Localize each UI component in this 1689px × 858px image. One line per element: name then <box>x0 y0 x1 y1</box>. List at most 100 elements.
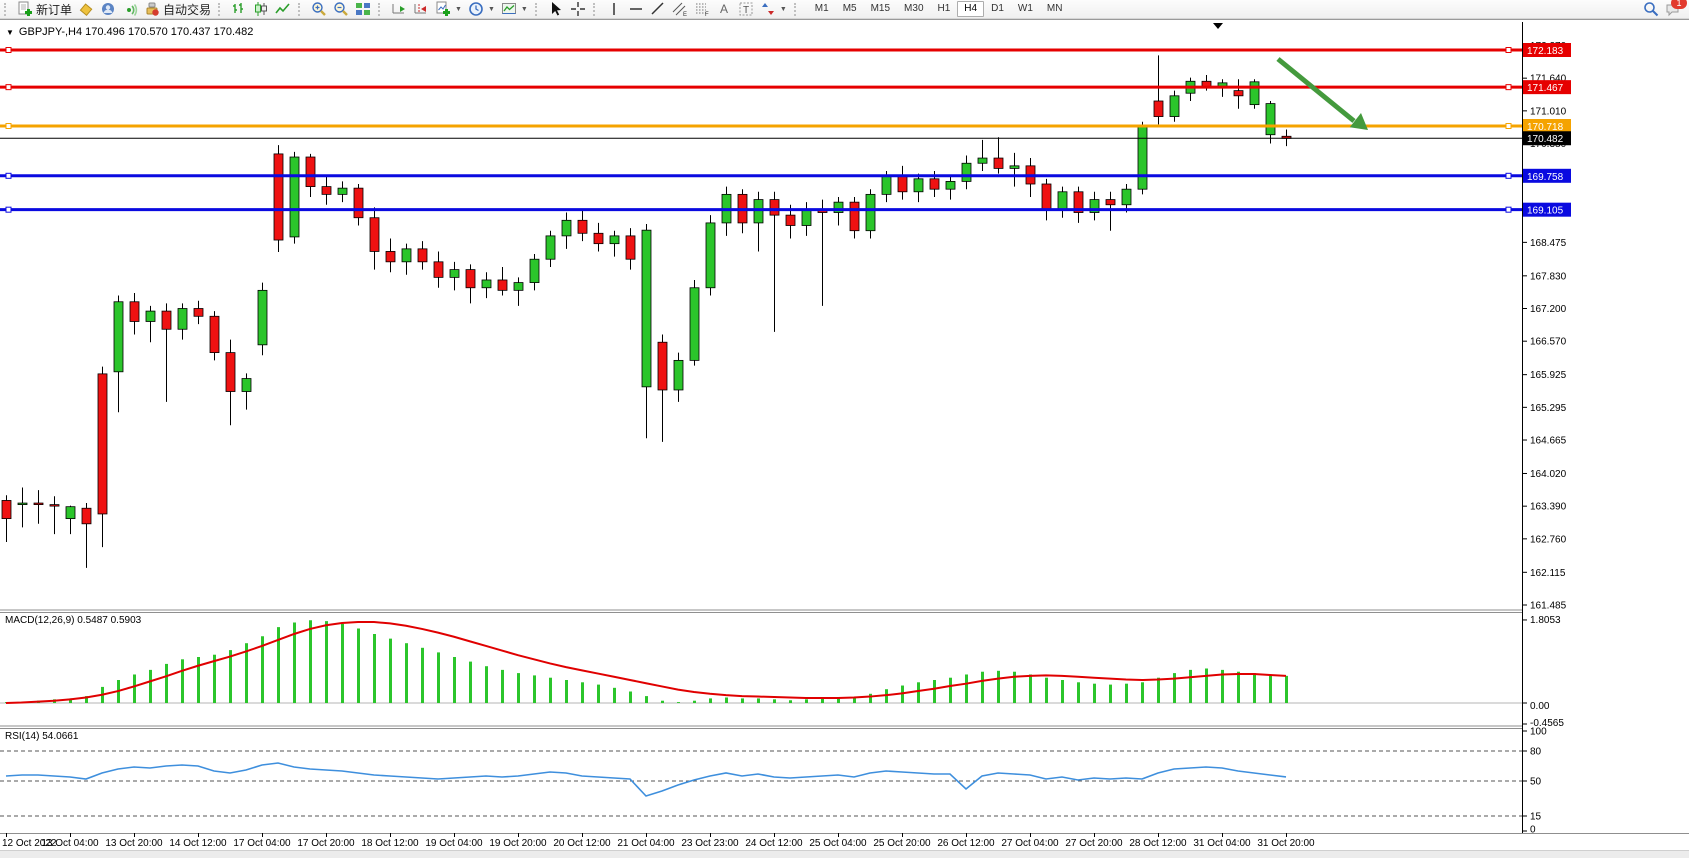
mql5-community-button[interactable] <box>97 1 119 18</box>
candle-body <box>865 193 876 232</box>
periods-button[interactable]: ▼ <box>465 1 498 18</box>
templates-button[interactable]: ▼ <box>498 1 531 18</box>
macd-axis-label: 0.00 <box>1530 701 1550 712</box>
candle-body <box>641 229 652 388</box>
chart-shift-button[interactable] <box>410 1 432 18</box>
bar-chart-button[interactable] <box>228 1 250 18</box>
candle-body <box>593 232 604 245</box>
toolbar-drag-handle[interactable] <box>218 2 224 16</box>
line-anchor-handle[interactable] <box>5 84 12 91</box>
line-anchor-handle[interactable] <box>1505 172 1512 179</box>
candle-body <box>1089 199 1100 213</box>
candle-body <box>433 261 444 278</box>
indicators-button[interactable]: ▼ <box>432 1 465 18</box>
timeframe-button-M1[interactable]: M1 <box>814 3 829 14</box>
price-tag-label: 170.482 <box>1527 134 1564 145</box>
timeframe-button-W1[interactable]: W1 <box>1017 3 1033 14</box>
candle-body <box>993 157 1004 169</box>
candle-body <box>769 199 780 216</box>
tile-windows-button[interactable] <box>352 1 374 18</box>
line-anchor-handle[interactable] <box>1505 123 1512 130</box>
crosshair-icon <box>570 1 586 17</box>
candle-body <box>305 156 316 187</box>
candle-body <box>177 308 188 330</box>
candle-body <box>1169 95 1180 117</box>
toolbar-drag-handle[interactable] <box>378 2 384 16</box>
timeframe-button-M5[interactable]: M5 <box>842 3 857 14</box>
toolbar-drag-handle[interactable] <box>4 2 10 16</box>
metaeditor-button[interactable] <box>75 1 97 18</box>
candle-body <box>545 235 556 260</box>
notifications-button[interactable]: 1 <box>1665 0 1687 17</box>
candle-body <box>945 181 956 190</box>
line-anchor-handle[interactable] <box>1505 47 1512 53</box>
candle-body <box>1009 165 1020 169</box>
one-click-trading-collapse-icon[interactable]: ▼ <box>6 27 14 37</box>
time-axis-label: 19 Oct 20:00 <box>489 838 547 849</box>
cursor-button[interactable] <box>545 1 567 18</box>
price-tag <box>1523 43 1571 57</box>
equidistant-channel-button[interactable]: E <box>669 1 691 18</box>
candle-body <box>529 258 540 283</box>
timeframe-button-H4[interactable]: H4 <box>957 1 985 17</box>
trendline-button[interactable] <box>647 1 669 18</box>
arrows-button[interactable]: ▼ <box>757 1 790 18</box>
horizontal-line-button[interactable] <box>625 1 647 18</box>
time-axis-label: 21 Oct 04:00 <box>617 838 675 849</box>
toolbar-drag-handle[interactable] <box>793 2 800 16</box>
timeframe-button-H1[interactable]: H1 <box>937 3 951 14</box>
text-label-button[interactable]: T <box>735 1 757 18</box>
candle-body <box>1121 188 1132 206</box>
time-axis-label: 25 Oct 04:00 <box>809 838 867 849</box>
price-tag-label: 172.183 <box>1527 46 1564 57</box>
timeframe-button-M15[interactable]: M15 <box>870 3 891 14</box>
macd-axis-label: 1.8053 <box>1530 615 1561 626</box>
line-anchor-handle[interactable] <box>5 123 12 130</box>
timeframe-button-M30[interactable]: M30 <box>904 3 924 14</box>
chart-canvas[interactable]: 172.270171.640171.010170.380169.750169.1… <box>0 20 1689 858</box>
new-order-button[interactable]: 新订单 <box>14 1 75 18</box>
trendline-icon <box>650 1 666 17</box>
zoom-out-button[interactable] <box>330 1 352 18</box>
price-tick-label: 168.475 <box>1530 238 1567 249</box>
line-anchor-handle[interactable] <box>5 47 12 53</box>
candle-body <box>81 507 92 525</box>
vertical-line-button[interactable] <box>603 1 625 18</box>
timeframe-button-D1[interactable]: D1 <box>991 3 1004 14</box>
time-axis-label: 19 Oct 04:00 <box>425 838 483 849</box>
toolbar-drag-handle[interactable] <box>592 2 599 16</box>
candle-body <box>673 359 684 391</box>
line-anchor-handle[interactable] <box>5 172 12 179</box>
rsi-axis-label: 100 <box>1530 727 1547 738</box>
auto-scroll-button[interactable] <box>388 1 410 18</box>
annotation-arrow[interactable] <box>1276 57 1356 123</box>
zoom-in-button[interactable] <box>308 1 330 18</box>
crosshair-button[interactable] <box>567 1 589 18</box>
line-anchor-handle[interactable] <box>1505 206 1512 213</box>
line-anchor-handle[interactable] <box>5 206 12 213</box>
text-button[interactable]: A <box>713 1 735 18</box>
svg-text:F: F <box>705 12 709 17</box>
candle-body <box>417 248 428 263</box>
fibonacci-button[interactable]: F <box>691 1 713 18</box>
signals-button[interactable] <box>119 1 141 18</box>
annotation-arrow-head[interactable] <box>1349 113 1368 130</box>
candle-body <box>833 201 844 213</box>
price-tick-label: 163.390 <box>1530 502 1567 513</box>
toolbar-drag-handle[interactable] <box>298 2 304 16</box>
line-chart-button[interactable] <box>272 1 294 18</box>
chart-window[interactable]: 172.270171.640171.010170.380169.750169.1… <box>0 19 1689 858</box>
time-axis-label: 28 Oct 12:00 <box>1129 838 1187 849</box>
candlestick-chart-button[interactable] <box>250 1 272 18</box>
line-anchor-handle[interactable] <box>1505 84 1512 91</box>
price-tag-label: 170.718 <box>1527 122 1564 133</box>
timeframe-button-MN[interactable]: MN <box>1046 3 1063 14</box>
price-tag <box>1523 119 1571 134</box>
search-icon[interactable] <box>1643 1 1659 17</box>
autotrading-button[interactable]: 自动交易 <box>141 1 214 18</box>
candle-body <box>129 301 140 322</box>
candle-body <box>17 502 28 506</box>
toolbar-drag-handle[interactable] <box>534 2 541 16</box>
candle-body <box>225 352 236 392</box>
candle-body <box>449 269 460 278</box>
